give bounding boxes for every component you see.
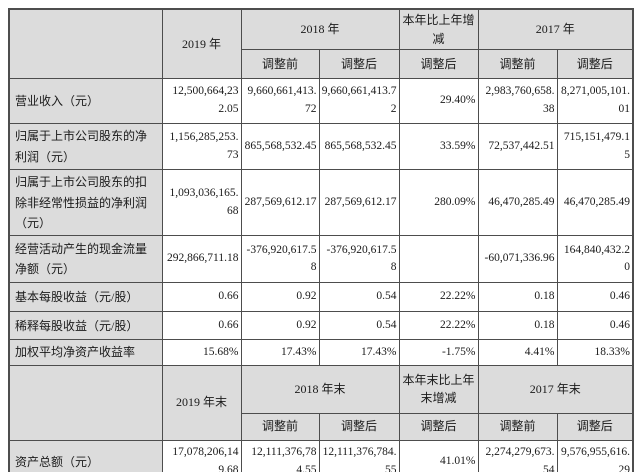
value-cell: 865,568,532.45 (240, 123, 320, 171)
blank-header-cell (8, 364, 163, 441)
table-row-basic-eps: 基本每股收益（元/股） 0.66 0.92 0.54 22.22% 0.18 0… (8, 282, 634, 313)
value-cell (398, 235, 479, 284)
row-label-diluted-eps: 稀释每股收益（元/股） (8, 311, 163, 341)
section1-period-header-row: 2019 年 2018 年 本年比上年增减 2017 年 (8, 8, 634, 80)
section1-adjust-header-row: 调整前 调整后 调整后 调整前 调整后 (9, 49, 634, 80)
value-cell: 22.22% (398, 311, 479, 341)
sub-header-2017-yearend-before: 调整前 (477, 412, 558, 441)
value-cell: -376,920,617.58 (318, 235, 400, 284)
value-cell: 4.41% (477, 339, 558, 366)
value-cell: 17.43% (240, 339, 320, 366)
value-cell: -376,920,617.58 (240, 235, 320, 284)
table-row-operating-revenue: 营业收入（元） 12,500,664,232.05 9,660,661,413.… (8, 78, 634, 125)
value-cell: -1.75% (398, 339, 479, 366)
value-cell: 0.18 (477, 282, 558, 313)
value-cell: 46,470,285.49 (477, 169, 558, 237)
row-label-operating-revenue: 营业收入（元） (8, 78, 163, 125)
row-label-weighted-avg-roe: 加权平均净资产收益率 (8, 339, 163, 366)
value-cell: 46,470,285.49 (556, 169, 634, 237)
value-cell: 0.18 (477, 311, 558, 341)
value-cell: 12,111,376,784.55 (240, 439, 320, 472)
sub-header-2018-yearend-before: 调整前 (240, 412, 320, 441)
value-cell: -60,071,336.96 (477, 235, 558, 284)
value-cell: 9,576,955,616.29 (556, 439, 634, 472)
header-cell-2017: 2017 年 (477, 8, 634, 51)
header-cell-2018: 2018 年 (240, 8, 400, 51)
row-label-net-profit: 归属于上市公司股东的净利润（元） (8, 123, 163, 171)
value-cell: 8,271,005,101.01 (556, 78, 634, 125)
value-cell: 9,660,661,413.72 (240, 78, 320, 125)
table-row-net-profit-excl-nonrecurring: 归属于上市公司股东的扣除非经常性损益的净利润（元） 1,093,036,165.… (8, 169, 634, 237)
value-cell: 1,093,036,165.68 (161, 169, 242, 237)
value-cell: 164,840,432.20 (556, 235, 634, 284)
value-cell: 0.92 (240, 282, 320, 313)
value-cell: 0.92 (240, 311, 320, 341)
sub-header-2018-yearend-after: 调整后 (318, 412, 400, 441)
value-cell: 0.46 (556, 311, 634, 341)
value-cell: 17,078,206,149.68 (161, 439, 242, 472)
section2-period-header-row: 2019 年末 2018 年末 本年末比上年末增减 2017 年末 (8, 364, 634, 441)
table-row-diluted-eps: 稀释每股收益（元/股） 0.66 0.92 0.54 22.22% 0.18 0… (8, 311, 634, 341)
value-cell: 865,568,532.45 (318, 123, 400, 171)
table-row-total-assets: 资产总额（元） 17,078,206,149.68 12,111,376,784… (8, 439, 634, 472)
header-cell-yearend-change: 本年末比上年末增减 (398, 364, 479, 414)
sub-header-change-after: 调整后 (398, 49, 479, 80)
value-cell: 29.40% (398, 78, 479, 125)
sub-header-2017-yearend-after: 调整后 (556, 412, 634, 441)
row-label-basic-eps: 基本每股收益（元/股） (8, 282, 163, 313)
sub-header-2018-before: 调整前 (240, 49, 320, 80)
value-cell: 33.59% (398, 123, 479, 171)
header-cell-2018-yearend: 2018 年末 (240, 364, 400, 414)
value-cell: 292,866,711.18 (161, 235, 242, 284)
sub-header-2017-after: 调整后 (556, 49, 634, 80)
sub-header-yearend-change-after: 调整后 (398, 412, 479, 441)
section2-adjust-header-row: 调整前 调整后 调整后 调整前 调整后 (9, 412, 634, 441)
value-cell: 12,500,664,232.05 (161, 78, 242, 125)
table-row-weighted-avg-roe: 加权平均净资产收益率 15.68% 17.43% 17.43% -1.75% 4… (8, 339, 634, 366)
header-cell-change: 本年比上年增减 (398, 8, 479, 51)
blank-header-cell (8, 8, 163, 80)
table-row-net-profit: 归属于上市公司股东的净利润（元） 1,156,285,253.73 865,56… (8, 123, 634, 171)
row-label-total-assets: 资产总额（元） (8, 439, 163, 472)
row-label-net-profit-excl-nonrecurring: 归属于上市公司股东的扣除非经常性损益的净利润（元） (8, 169, 163, 237)
value-cell: 2,983,760,658.38 (477, 78, 558, 125)
value-cell: 287,569,612.17 (240, 169, 320, 237)
financial-summary-table: 2019 年 2018 年 本年比上年增减 2017 年 调整前 调整后 调整后… (8, 8, 634, 472)
value-cell: 2,274,279,673.54 (477, 439, 558, 472)
header-cell-2017-yearend: 2017 年末 (477, 364, 634, 414)
value-cell: 0.66 (161, 282, 242, 313)
value-cell: 18.33% (556, 339, 634, 366)
value-cell: 15.68% (161, 339, 242, 366)
table-row-operating-cash-flow: 经营活动产生的现金流量净额（元） 292,866,711.18 -376,920… (8, 235, 634, 284)
row-label-operating-cash-flow: 经营活动产生的现金流量净额（元） (8, 235, 163, 284)
value-cell: 715,151,479.15 (556, 123, 634, 171)
value-cell: 0.66 (161, 311, 242, 341)
value-cell: 72,537,442.51 (477, 123, 558, 171)
sub-header-2018-after: 调整后 (318, 49, 400, 80)
header-cell-2019-yearend: 2019 年末 (161, 364, 242, 441)
sub-header-2017-before: 调整前 (477, 49, 558, 80)
value-cell: 0.54 (318, 282, 400, 313)
value-cell: 41.01% (398, 439, 479, 472)
value-cell: 0.54 (318, 311, 400, 341)
value-cell: 1,156,285,253.73 (161, 123, 242, 171)
value-cell: 9,660,661,413.72 (318, 78, 400, 125)
value-cell: 287,569,612.17 (318, 169, 400, 237)
value-cell: 12,111,376,784.55 (318, 439, 400, 472)
header-cell-2019: 2019 年 (161, 8, 242, 80)
value-cell: 17.43% (318, 339, 400, 366)
value-cell: 22.22% (398, 282, 479, 313)
value-cell: 280.09% (398, 169, 479, 237)
value-cell: 0.46 (556, 282, 634, 313)
